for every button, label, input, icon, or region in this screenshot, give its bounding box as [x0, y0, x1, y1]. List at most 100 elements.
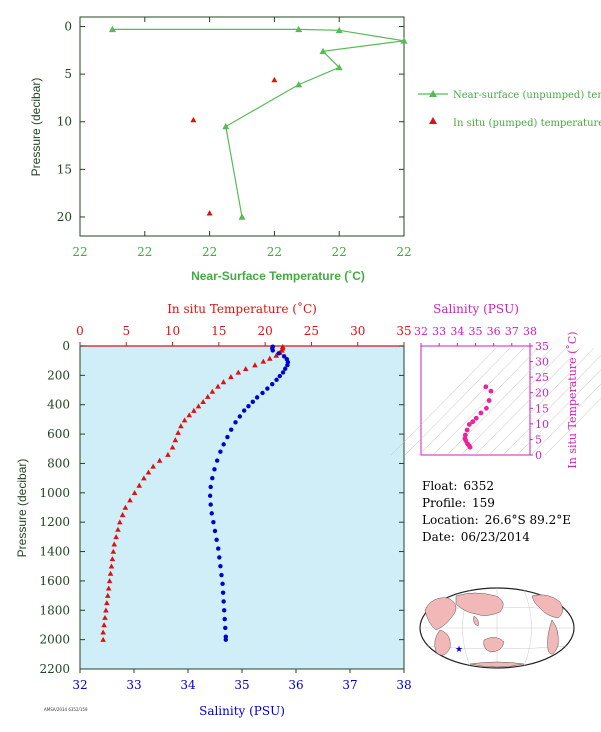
temperature-point	[115, 526, 121, 532]
profile-y-axis-label: Pressure (decibar)	[15, 459, 29, 558]
salinity-tick-label: 37	[342, 678, 357, 692]
ts-inset-marks	[390, 347, 601, 456]
top-y-tick-label: 15	[57, 162, 72, 176]
profile-plot-frame	[79, 345, 405, 670]
temperature-point	[109, 556, 116, 562]
salinity-point	[217, 555, 222, 560]
ts-point	[488, 388, 494, 394]
legend-marker-unpumped	[429, 90, 437, 97]
top-plot-frame	[79, 16, 405, 237]
temperature-axis-label: In situ Temperature (˚C)	[167, 301, 317, 316]
salinity-point	[254, 395, 260, 400]
top-x-tick-label: 22	[137, 245, 152, 259]
ts-density-contour	[530, 383, 601, 456]
salinity-point	[214, 458, 220, 463]
unpumped-temperature-point	[295, 25, 303, 33]
ts-density-contour	[502, 354, 601, 456]
temperature-axis: 0 5 10 15 20 25 30 35	[76, 324, 412, 346]
salinity-point	[222, 616, 227, 622]
salinity-point	[280, 370, 286, 375]
ts-point	[464, 427, 470, 433]
temperature-point	[266, 355, 273, 361]
salinity-point	[223, 625, 228, 631]
pressure-tick-label: 200	[47, 368, 70, 382]
ts-title: Salinity (PSU)	[433, 302, 519, 316]
temperature-point	[106, 578, 113, 584]
temperature-point	[195, 403, 202, 409]
ts-x-tick-label: 37	[505, 325, 519, 338]
salinity-point	[219, 572, 224, 578]
date-label: Date:	[422, 530, 455, 544]
temperature-point	[165, 451, 171, 457]
top-y-tick-label: 0	[64, 20, 72, 34]
salinity-point	[208, 502, 213, 507]
ts-y-tick-label: 30	[535, 356, 549, 369]
unpumped-temperature-point	[222, 123, 230, 130]
profile-label: Profile:	[422, 496, 467, 510]
temperature-point	[273, 352, 280, 358]
temperature-point	[101, 622, 107, 628]
temperature-point	[117, 519, 123, 525]
salinity-point	[214, 537, 219, 542]
salinity-point	[211, 519, 216, 525]
salinity-point	[212, 467, 217, 472]
profile-row: Profile: 159	[422, 495, 577, 512]
temperature-point	[131, 490, 138, 496]
salinity-point	[209, 511, 214, 516]
temperature-point	[186, 412, 193, 418]
ts-density-contour	[544, 397, 601, 456]
temperature-point	[108, 563, 115, 569]
temperature-point	[103, 607, 109, 613]
temperature-point	[181, 417, 188, 423]
salinity-point	[210, 475, 215, 481]
pressure-tick-label: 1400	[39, 545, 70, 559]
pressure-tick-label: 600	[47, 427, 70, 441]
location-row: Location: 26.6°S 89.2°E	[422, 512, 577, 529]
unpumped-temperature-point	[335, 26, 343, 34]
ts-y-tick-label: 35	[535, 340, 549, 353]
pressure-tick-label: 1200	[39, 515, 70, 529]
legend-label-unpumped: Near-surface (unpumped) temperature.	[453, 90, 601, 101]
unpumped-temperature-point	[108, 25, 116, 33]
unpumped-temperature-point	[400, 37, 408, 44]
temperature-point	[260, 358, 267, 364]
salinity-point	[216, 546, 221, 551]
ts-x-tick-label: 33	[432, 325, 446, 338]
top-x-tick-label: 22	[202, 245, 217, 259]
temperature-point	[220, 379, 227, 385]
temperature-point	[209, 388, 216, 394]
top-legend: Near-surface (unpumped) temperature. In …	[418, 90, 601, 129]
salinity-tick-label: 35	[234, 678, 249, 692]
salinity-point	[218, 564, 223, 569]
salinity-tick-label: 33	[126, 678, 141, 692]
salinity-point	[225, 434, 230, 440]
unpumped-temperature-point	[238, 213, 246, 220]
salinity-point	[241, 408, 247, 413]
pumped-temperature-point	[190, 116, 197, 123]
date-row: Date: 06/23/2014	[422, 529, 577, 546]
salinity-point	[220, 590, 226, 595]
salinity-point	[285, 362, 290, 368]
temperature-point	[200, 398, 206, 405]
temperature-point	[122, 504, 129, 510]
float-value: 6352	[463, 479, 494, 493]
temperature-point	[191, 407, 197, 413]
temperature-point	[104, 592, 111, 598]
top-x-axis-label: Near-Surface Temperature (˚C)	[191, 269, 365, 283]
salinity-axis: 32 33 34 35 36 37 38	[72, 669, 412, 692]
temperature-point	[215, 383, 221, 389]
profile-chart: 0 5 10 15 20 25 30 35 32 33 34 35 36 37 38 0 200 400 600…	[15, 301, 412, 718]
salinity-tick-label: 32	[72, 678, 87, 692]
float-row: Float: 6352	[422, 478, 577, 495]
location-label: Location:	[422, 513, 479, 527]
temperature-tick-label: 0	[76, 324, 84, 338]
ts-y-axis-label: In situ Temperature (˚C)	[566, 331, 579, 468]
ts-x-tick-label: 35	[469, 325, 483, 338]
temperature-point	[136, 482, 143, 488]
salinity-point	[233, 420, 238, 425]
salinity-point	[246, 403, 251, 409]
map-land	[424, 592, 563, 668]
temperature-tick-label: 10	[165, 324, 180, 338]
ts-y-tick-label: 5	[535, 433, 542, 446]
